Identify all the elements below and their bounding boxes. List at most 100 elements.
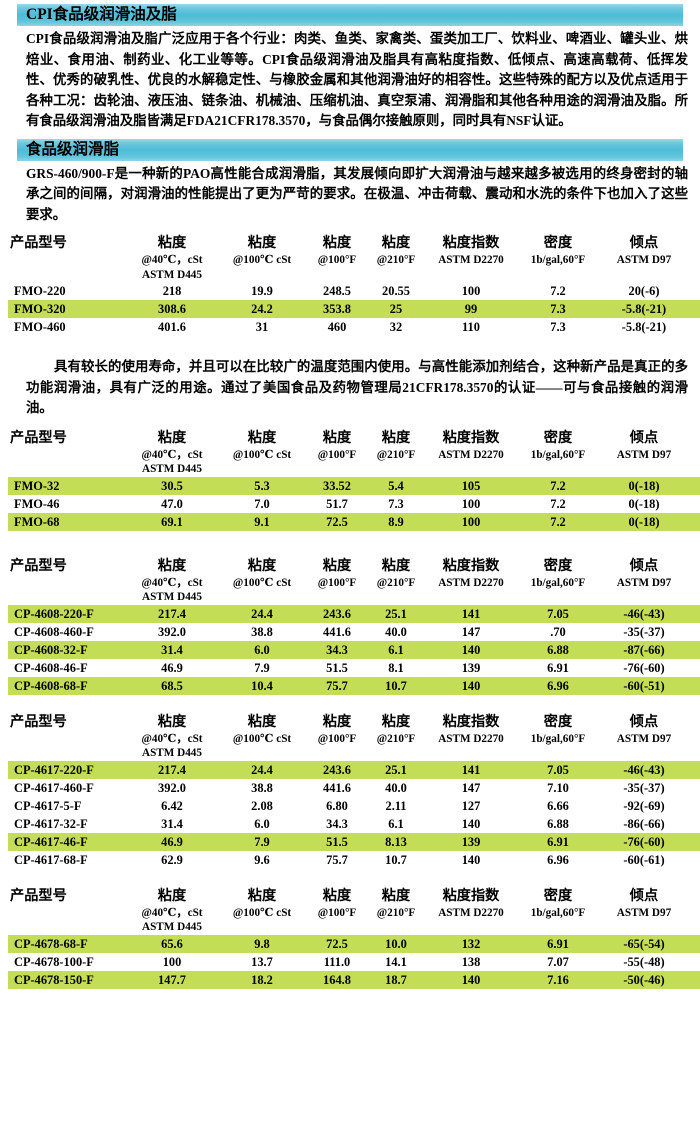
cell-value: 2.08 xyxy=(251,798,273,813)
cell-value: 6.91 xyxy=(518,934,598,953)
cell-value: 33.52 xyxy=(306,476,368,495)
cell-product-model: FMO-46 xyxy=(14,496,60,511)
table-row: CP-4608-460-F 392.0 38.8 441.6 40.0 147 .70 -35… xyxy=(8,623,700,641)
table-row: CP-4617-68-F 62.9 9.6 75.7 10.7 140 6.96 -60(-6… xyxy=(8,851,700,869)
col-header-visc100f: 粘度 @100°F xyxy=(317,235,357,266)
cell-product-model: FMO-68 xyxy=(8,512,126,531)
col-header-visc40: 粘度 @40℃，cSt ASTM D445 xyxy=(141,235,203,281)
cell-value: 32 xyxy=(389,320,403,334)
table-row: CP-4617-460-F 392.0 38.8 441.6 40.0 147 7.10 -3… xyxy=(8,779,700,797)
cell-value: 19.9 xyxy=(251,284,273,298)
table-row: FMO-220 218 19.9 248.5 20.55 100 7.2 20(-6) 420(… xyxy=(8,282,700,300)
section-1-header-bar: CPI食品级润滑油及脂 xyxy=(17,4,683,26)
cell-value: 10.0 xyxy=(368,934,424,953)
table-row: FMO-3230.55.333.525.41057.20(-18)420(216… xyxy=(8,476,700,495)
col-header-density: 密度 1b/gal,60°F xyxy=(530,887,586,919)
cell-value: 330(166) xyxy=(690,797,700,815)
cell-value: 6.0 xyxy=(218,640,306,659)
cell-value: 10.7 xyxy=(385,852,407,867)
col-header-visc-index: 粘度指数 ASTM D2270 xyxy=(438,887,504,919)
cell-value: 47.0 xyxy=(161,496,183,511)
col-header-visc-index: 粘度指数 ASTM D2270 xyxy=(438,235,504,266)
col-header-visc-index: 粘度指数 ASTM D2270 xyxy=(438,713,504,745)
cell-value: 100 xyxy=(162,954,182,969)
cell-value: 535(279) xyxy=(690,604,700,623)
cell-value: 141 xyxy=(424,604,518,623)
cell-value: 139 xyxy=(461,660,481,675)
cell-value: 2.11 xyxy=(385,798,407,813)
cell-value: 545(285) xyxy=(690,623,700,641)
table-header-row: 产品型号 粘度 @40℃，cSt ASTM D445 粘度 @100℃ cSt 粘度 @… xyxy=(8,234,700,282)
cell-value: -55(-48) xyxy=(623,954,665,969)
cell-value: 31 xyxy=(255,320,269,334)
cell-value: 7.07 xyxy=(547,954,569,969)
table-row: CP-4608-32-F 31.4 6.0 34.3 6.1 140 6.88 -87(-66… xyxy=(8,640,700,659)
cell-value: 140 xyxy=(424,970,518,989)
col-header-visc100c: 粘度 @100℃ cSt xyxy=(232,557,292,589)
cell-value: 100 xyxy=(461,496,481,511)
table-row: CP-4678-68-F 65.6 9.8 72.5 10.0 132 6.91 -65(-5… xyxy=(8,934,700,953)
cell-value: 217.4 xyxy=(126,760,218,779)
col-header-product: 产品型号 xyxy=(10,887,67,904)
cell-value: 111.0 xyxy=(323,954,351,969)
cell-value: 24.4 xyxy=(218,760,306,779)
cell-product-model: CP-4617-5-F xyxy=(14,798,82,813)
table-row: FMO-460 401.6 31 460 32 110 7.3 -5.8(-21) 490(25… xyxy=(8,318,700,336)
section-2-paragraph: GRS-460/900-F是一种新的PAO高性能合成润滑脂，其发展倾向即扩大润滑… xyxy=(26,165,688,222)
col-header-visc-index: 粘度指数 ASTM D2270 xyxy=(438,429,504,461)
col-header-visc-index: 粘度指数 ASTM D2270 xyxy=(438,557,504,589)
cell-value: 34.3 xyxy=(306,640,368,659)
cell-value: 46.9 xyxy=(161,660,183,675)
cell-value: 441.6 xyxy=(323,624,351,639)
cell-value: 401.6 xyxy=(158,320,186,334)
col-header-visc210f: 粘度 @210°F xyxy=(376,557,416,589)
col-header-density: 密度 1b/gal,60°F xyxy=(530,713,586,745)
col-header-visc100f: 粘度 @100°F xyxy=(317,429,357,461)
cell-value: 6.1 xyxy=(388,816,404,831)
cell-value: 25.1 xyxy=(368,604,424,623)
cell-value: 6.66 xyxy=(547,798,569,813)
cell-value: 7.2 xyxy=(518,476,598,495)
cell-value: 8.1 xyxy=(388,660,404,675)
cell-value: 18.2 xyxy=(218,970,306,989)
col-header-visc100f: 粘度 @100°F xyxy=(317,557,357,589)
cell-value: 20(-6) xyxy=(628,284,660,298)
table-header-row: 产品型号 粘度 @40℃，cSt ASTM D445 粘度 @100℃ cSt 粘度 @… xyxy=(8,713,700,761)
cell-value: 132 xyxy=(424,934,518,953)
cell-value: 140 xyxy=(461,852,481,867)
cell-value: 6.0 xyxy=(254,816,270,831)
section-2-title: 食品级润滑脂 xyxy=(26,140,120,158)
table-header-row: 产品型号 粘度 @40℃，cSt ASTM D445 粘度 @100℃ cSt 粘度 @… xyxy=(8,557,700,605)
cell-product-model: CP-4678-68-F xyxy=(8,934,126,953)
cell-value: 7.3 xyxy=(550,320,566,334)
cell-value: 8.9 xyxy=(368,512,424,531)
cell-value: 217.4 xyxy=(126,604,218,623)
cell-value: 31.4 xyxy=(161,816,183,831)
cell-value: -92(-69) xyxy=(623,798,665,813)
table-header-row: 产品型号 粘度 @40℃，cSt ASTM D445 粘度 @100℃ cSt 粘度 @… xyxy=(8,887,700,935)
cell-value: 8.13 xyxy=(368,832,424,851)
section-3-paragraph: 具有较长的使用寿命，并且可以在比较广的温度范围内使用。与高性能添加剂结合，这种新… xyxy=(26,359,688,415)
cell-value: -5.8(-21) xyxy=(621,320,667,334)
cell-value: 7.9 xyxy=(218,832,306,851)
cell-value: 51.5 xyxy=(306,832,368,851)
cell-value: 147 xyxy=(461,624,481,639)
cell-value: 9.1 xyxy=(218,512,306,531)
cell-product-model: FMO-32 xyxy=(8,476,126,495)
col-header-flash-point: 闪点C.O.C. xyxy=(690,887,700,935)
cell-value: 10.4 xyxy=(218,676,306,695)
cell-value: -65(-54) xyxy=(598,934,690,953)
cell-value: 9.8 xyxy=(218,934,306,953)
col-header-visc210f: 粘度 @210°F xyxy=(376,235,416,266)
cell-value: 420(216) xyxy=(690,476,700,495)
cell-value: 100 xyxy=(461,284,481,298)
cell-value: 139 xyxy=(424,832,518,851)
cell-value: 243.6 xyxy=(306,604,368,623)
cell-product-model: CP-4617-220-F xyxy=(8,760,126,779)
cell-value: 30.5 xyxy=(126,476,218,495)
cell-value: 519(268) xyxy=(690,676,700,695)
cell-value: -5.8(-21) xyxy=(598,300,690,318)
cell-value: 464(240) xyxy=(690,640,700,659)
